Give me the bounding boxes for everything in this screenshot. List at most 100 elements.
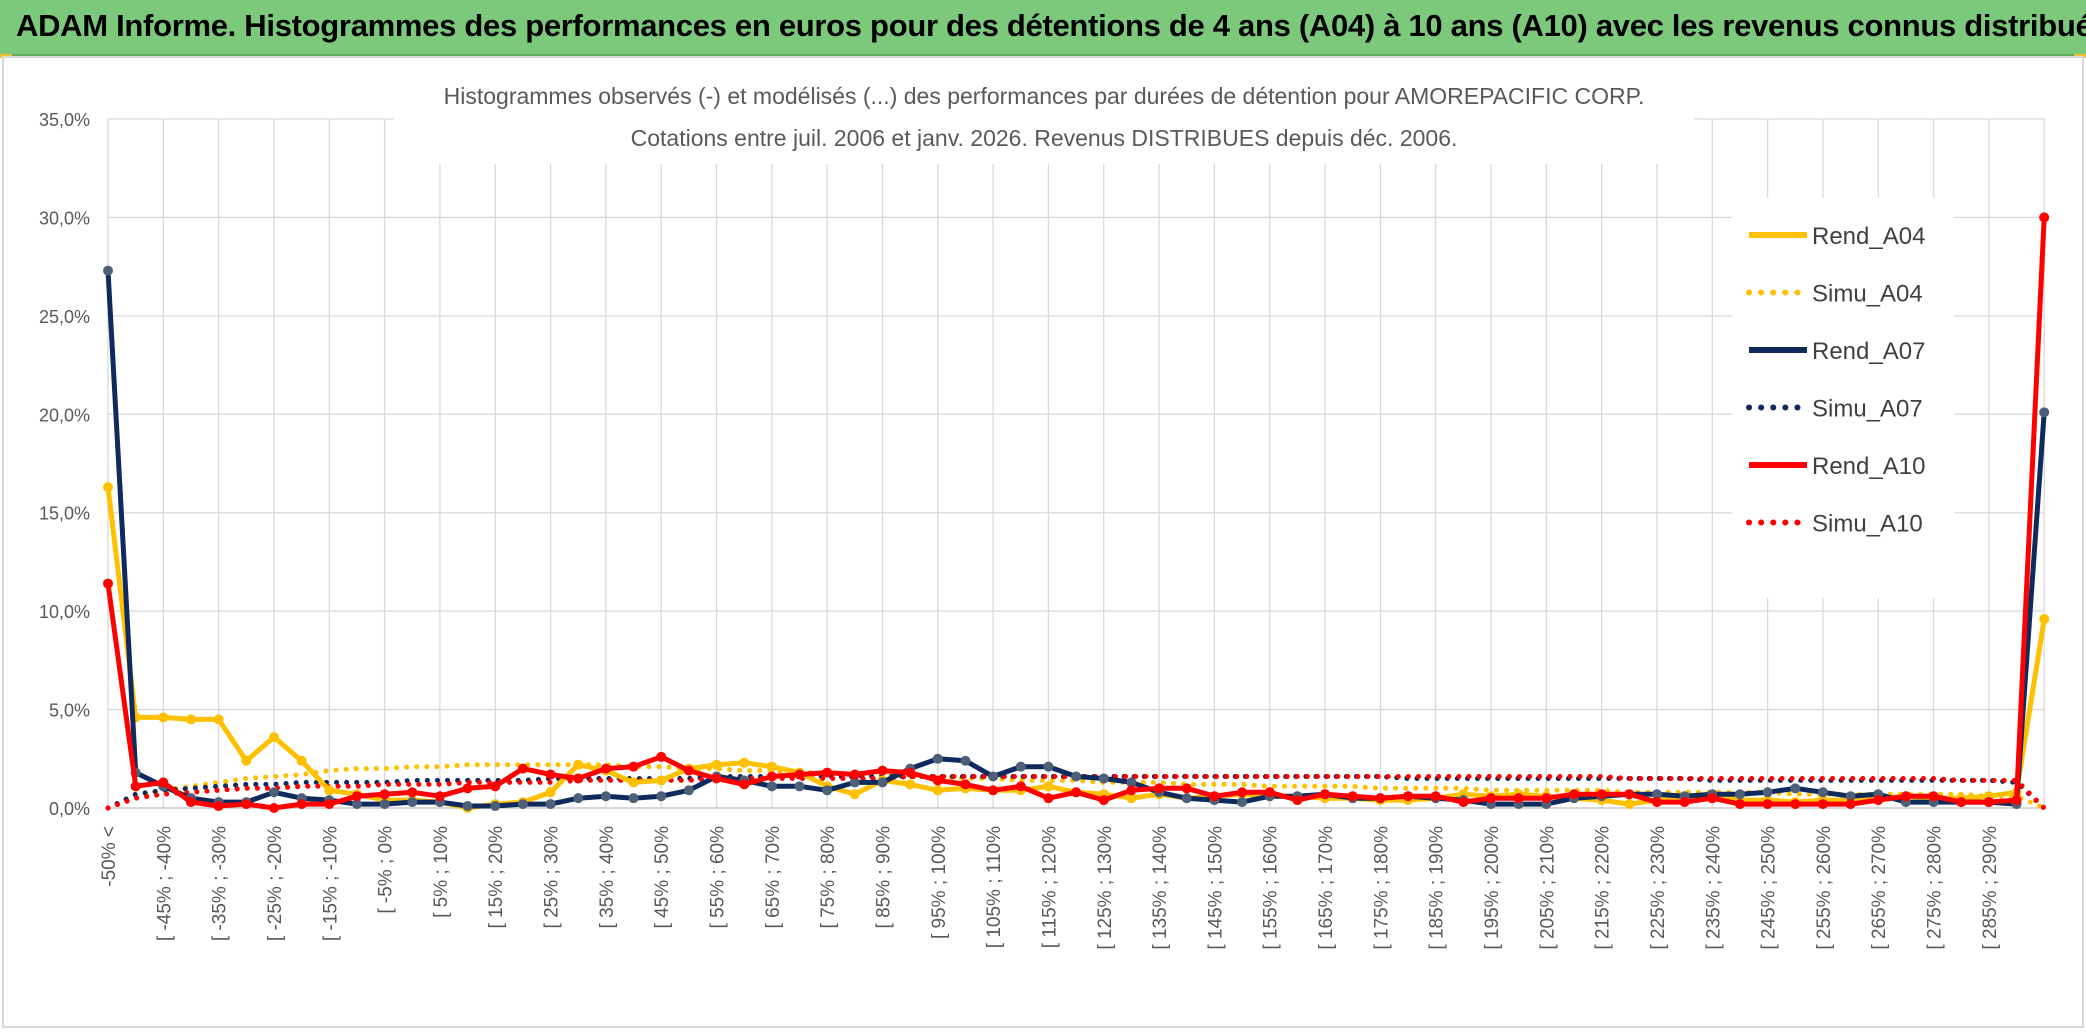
point-rend-a10 (185, 797, 196, 808)
x-tick-label: [ 185% ; 190% (1427, 826, 1448, 950)
point-rend-a07 (1734, 789, 1745, 800)
point-rend-a10 (628, 761, 639, 772)
y-tick-label: 30,0% (39, 208, 90, 228)
x-tick-label: [ 75% ; 80% (818, 826, 839, 929)
x-tick-label: [ 235% ; 240% (1703, 826, 1724, 950)
point-rend-a10 (1817, 799, 1828, 810)
point-rend-a07 (517, 799, 528, 810)
point-rend-a10 (794, 769, 805, 780)
line-chart: 0,0% 5,0% 10,0% 15,0% 20,0% 25,0% 30,0% 35,0% -… (39, 58, 2050, 950)
legend-label-simu-a04: Simu_A04 (1812, 281, 1923, 308)
x-tick-label: [ -5% ; 0% (376, 826, 397, 914)
point-rend-a10 (130, 781, 141, 792)
point-rend-a07 (1098, 773, 1109, 784)
point-rend-a10 (1375, 793, 1386, 804)
point-rend-a10 (822, 767, 833, 778)
report-banner: ADAM Informe. Histogrammes des performan… (0, 0, 2086, 56)
point-rend-a04 (241, 755, 252, 766)
point-rend-a10 (324, 799, 335, 810)
point-rend-a10 (1956, 797, 1967, 808)
x-tick-label: [ 5% ; 10% (431, 826, 452, 918)
vertical-gridlines (107, 119, 2045, 808)
x-tick-label: [ 175% ; 180% (1371, 826, 1392, 950)
point-rend-a07 (379, 799, 390, 810)
x-tick-label: [ -25% ; -20% (265, 826, 286, 941)
legend: Rend_A04 Simu_A04 Rend_A07 Simu_A07 Rend_A10… (1746, 223, 1925, 538)
x-tick-label: [ -35% ; -30% (210, 826, 231, 941)
point-rend-a10 (1790, 799, 1801, 810)
point-rend-a10 (1098, 795, 1109, 806)
point-rend-a10 (241, 799, 252, 810)
x-tick-label: [ 15% ; 20% (486, 826, 507, 929)
y-tick-label: 25,0% (39, 307, 90, 327)
x-tick-label: [ 195% ; 200% (1482, 826, 1503, 950)
point-rend-a07 (877, 777, 888, 788)
point-rend-a04 (2039, 614, 2050, 625)
point-rend-a10 (379, 789, 390, 800)
x-tick-label: [ 205% ; 210% (1537, 826, 1558, 950)
point-rend-a04 (573, 759, 584, 770)
point-rend-a07 (988, 771, 999, 782)
legend-label-rend-a04: Rend_A04 (1812, 223, 1925, 250)
point-rend-a10 (1873, 795, 1884, 806)
point-rend-a10 (434, 791, 445, 802)
point-rend-a10 (1900, 791, 1911, 802)
point-rend-a04 (1043, 781, 1054, 792)
legend-label-simu-a07: Simu_A07 (1812, 396, 1923, 423)
legend-backdrop (1732, 198, 1954, 598)
chart-title: Histogrammes observés (-) et modélisés (… (444, 83, 1645, 109)
x-tick-label: [ 275% ; 280% (1925, 826, 1946, 950)
point-rend-a10 (490, 781, 501, 792)
chart-subtitle: Cotations entre juil. 2006 et janv. 2026… (631, 125, 1458, 151)
point-rend-a10 (739, 779, 750, 790)
point-rend-a10 (1707, 793, 1718, 804)
point-rend-a10 (1624, 789, 1635, 800)
point-rend-a10 (766, 771, 777, 782)
point-rend-a10 (1347, 791, 1358, 802)
x-tick-label: [ 105% ; 110% (984, 826, 1005, 948)
point-rend-a07 (794, 781, 805, 792)
y-axis-ticks: 0,0% 5,0% 10,0% 15,0% 20,0% 25,0% 30,0% 35,0% (39, 110, 90, 819)
x-tick-label: [ 115% ; 120% (1039, 826, 1060, 948)
chart-frame: 0,0% 5,0% 10,0% 15,0% 20,0% 25,0% 30,0% 35,0% -… (2, 56, 2084, 1028)
y-tick-label: 5,0% (49, 701, 90, 721)
point-rend-a07 (1015, 761, 1026, 772)
point-rend-a04 (766, 761, 777, 772)
point-rend-a10 (573, 773, 584, 784)
y-tick-label: 0,0% (49, 799, 90, 819)
y-tick-label: 20,0% (39, 405, 90, 425)
point-rend-a10 (158, 777, 169, 788)
point-rend-a07 (1790, 783, 1801, 794)
point-rend-a10 (1983, 797, 1994, 808)
point-rend-a04 (1624, 799, 1635, 810)
point-rend-a04 (158, 712, 169, 723)
point-rend-a07 (628, 793, 639, 804)
point-rend-a10 (1154, 783, 1165, 794)
point-rend-a07 (2039, 407, 2050, 418)
point-rend-a10 (877, 765, 888, 776)
point-rend-a07 (490, 801, 501, 812)
series-lines (103, 212, 2050, 813)
point-rend-a10 (1651, 797, 1662, 808)
x-tick-label: [ 55% ; 60% (708, 826, 729, 929)
point-rend-a10 (1126, 785, 1137, 796)
point-rend-a10 (1458, 797, 1469, 808)
point-rend-a10 (1209, 791, 1220, 802)
x-tick-label: [ 285% ; 290% (1980, 826, 2001, 950)
point-rend-a04 (656, 775, 667, 786)
point-rend-a07 (407, 797, 418, 808)
point-rend-a10 (683, 765, 694, 776)
point-rend-a07 (656, 791, 667, 802)
point-rend-a10 (1181, 783, 1192, 794)
x-tick-label: [ -15% ; -10% (320, 826, 341, 941)
point-rend-a04 (324, 785, 335, 796)
x-tick-label: [ 85% ; 90% (873, 826, 894, 929)
x-tick-label: [ 25% ; 30% (542, 826, 563, 929)
point-rend-a07 (351, 799, 362, 810)
point-rend-a04 (932, 785, 943, 796)
point-rend-a04 (905, 779, 916, 790)
point-rend-a07 (683, 785, 694, 796)
y-tick-label: 35,0% (39, 110, 90, 130)
point-rend-a10 (545, 769, 556, 780)
x-tick-label: [ 265% ; 270% (1869, 826, 1890, 950)
